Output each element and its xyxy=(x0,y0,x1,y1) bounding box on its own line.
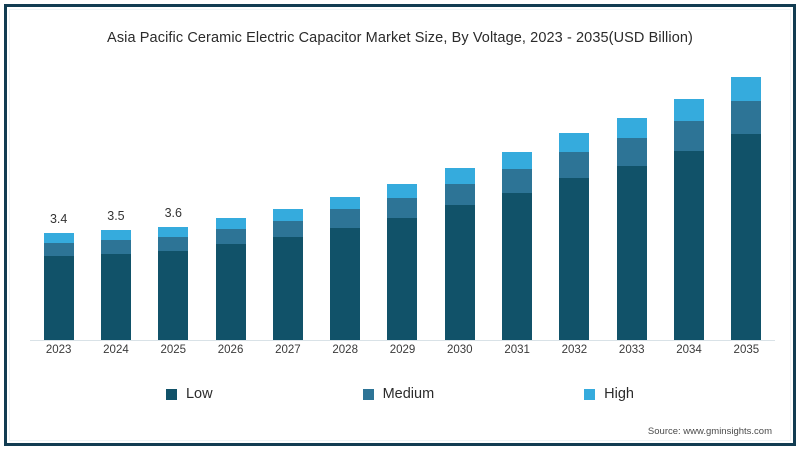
x-axis-tick-2032: 2032 xyxy=(561,344,588,356)
bar-segment-medium xyxy=(387,197,418,218)
legend-label: Low xyxy=(185,386,213,402)
bar-segment-high xyxy=(731,77,762,102)
stacked-bar[interactable] xyxy=(559,133,590,340)
x-axis-tick-2031: 2031 xyxy=(504,344,530,356)
stacked-bar[interactable] xyxy=(387,183,418,340)
x-axis-tick-2025: 2025 xyxy=(160,344,187,356)
bar-segment-low xyxy=(616,166,647,340)
bar-group xyxy=(660,70,717,340)
bar-segment-medium xyxy=(272,220,303,238)
bar-segment-medium xyxy=(215,228,246,245)
bar-value-label: 3.6 xyxy=(164,205,182,220)
bar-segment-high xyxy=(215,217,246,229)
bar-group xyxy=(259,70,316,340)
stacked-bar[interactable] xyxy=(674,98,705,340)
bar-group xyxy=(431,70,488,340)
x-axis-tick-2024: 2024 xyxy=(103,344,129,356)
stacked-bar[interactable] xyxy=(43,233,74,340)
stacked-bar[interactable] xyxy=(100,230,131,340)
stacked-bar[interactable] xyxy=(272,208,303,340)
x-axis-tick-2035: 2035 xyxy=(733,344,760,356)
bar-segment-medium xyxy=(444,183,475,206)
x-axis-tick-2029: 2029 xyxy=(389,344,416,356)
bar-segment-high xyxy=(272,208,303,221)
plot-area xyxy=(30,70,775,340)
bar-group xyxy=(374,70,431,340)
bar-segment-high xyxy=(158,227,189,238)
legend-item-high[interactable]: High xyxy=(584,386,634,402)
bar-group xyxy=(145,70,202,340)
bar-segment-high xyxy=(616,117,647,138)
x-axis-tick-2027: 2027 xyxy=(275,344,301,356)
bar-value-label: 3.4 xyxy=(49,212,68,227)
x-axis-tick-2023: 2023 xyxy=(45,344,72,356)
stacked-bar[interactable] xyxy=(444,167,475,340)
bar-segment-high xyxy=(502,152,533,170)
bar-segment-medium xyxy=(559,152,590,179)
bar-segment-high xyxy=(559,133,590,153)
stacked-bar[interactable] xyxy=(616,117,647,340)
bar-segment-high xyxy=(674,98,705,121)
bar-segment-medium xyxy=(616,137,647,167)
bar-segment-low xyxy=(272,237,303,340)
stacked-bar[interactable] xyxy=(731,77,762,340)
x-axis-tick-2028: 2028 xyxy=(332,344,358,356)
chart-legend: Low Medium High xyxy=(0,386,800,402)
bar-segment-low xyxy=(100,253,131,340)
bar-group xyxy=(488,70,545,340)
bar-segment-low xyxy=(158,251,189,340)
bar-group xyxy=(87,70,144,340)
bar-segment-low xyxy=(444,205,475,340)
stacked-bar[interactable] xyxy=(502,152,533,340)
bar-segment-medium xyxy=(731,101,762,135)
bar-group xyxy=(30,70,87,340)
bar-segment-low xyxy=(731,134,762,340)
bar-segment-high xyxy=(330,196,361,210)
bar-segment-medium xyxy=(502,169,533,194)
bar-segment-high xyxy=(100,230,131,240)
legend-item-medium[interactable]: Medium xyxy=(362,386,435,402)
bar-segment-medium xyxy=(100,239,131,254)
bar-group xyxy=(317,70,374,340)
stacked-bar[interactable] xyxy=(330,196,361,340)
source-attribution: Source: www.gminsights.com xyxy=(647,426,772,437)
bar-segment-low xyxy=(387,217,418,340)
legend-label: High xyxy=(604,386,634,402)
stacked-bar[interactable] xyxy=(215,217,246,340)
legend-swatch-icon xyxy=(165,388,177,400)
bar-group xyxy=(718,70,775,340)
bar-value-label: 3.5 xyxy=(107,209,125,224)
legend-label: Medium xyxy=(382,386,435,402)
legend-swatch-icon xyxy=(362,388,374,400)
x-axis-tick-2033: 2033 xyxy=(618,344,645,356)
bar-segment-medium xyxy=(43,242,74,257)
stacked-bar[interactable] xyxy=(158,227,189,340)
x-axis-tick-2034: 2034 xyxy=(676,344,702,356)
bar-segment-low xyxy=(215,244,246,340)
bar-segment-medium xyxy=(330,209,361,228)
bar-segment-low xyxy=(674,151,705,340)
x-axis-tick-2030: 2030 xyxy=(447,344,473,356)
x-axis-tick-2026: 2026 xyxy=(217,344,244,356)
bar-segment-low xyxy=(559,178,590,340)
bar-segment-medium xyxy=(158,237,189,252)
x-axis-line xyxy=(30,340,775,341)
bar-group xyxy=(603,70,660,340)
bar-segment-low xyxy=(330,227,361,340)
bar-segment-medium xyxy=(674,120,705,152)
legend-item-low[interactable]: Low xyxy=(165,386,213,402)
bar-segment-high xyxy=(43,233,74,243)
bar-segment-low xyxy=(43,256,74,340)
chart-title: Asia Pacific Ceramic Electric Capacitor … xyxy=(107,30,693,46)
bar-segment-high xyxy=(444,167,475,184)
bar-group xyxy=(202,70,259,340)
bar-segment-low xyxy=(502,193,533,340)
legend-swatch-icon xyxy=(584,388,596,400)
bar-segment-high xyxy=(387,183,418,198)
bar-group xyxy=(546,70,603,340)
